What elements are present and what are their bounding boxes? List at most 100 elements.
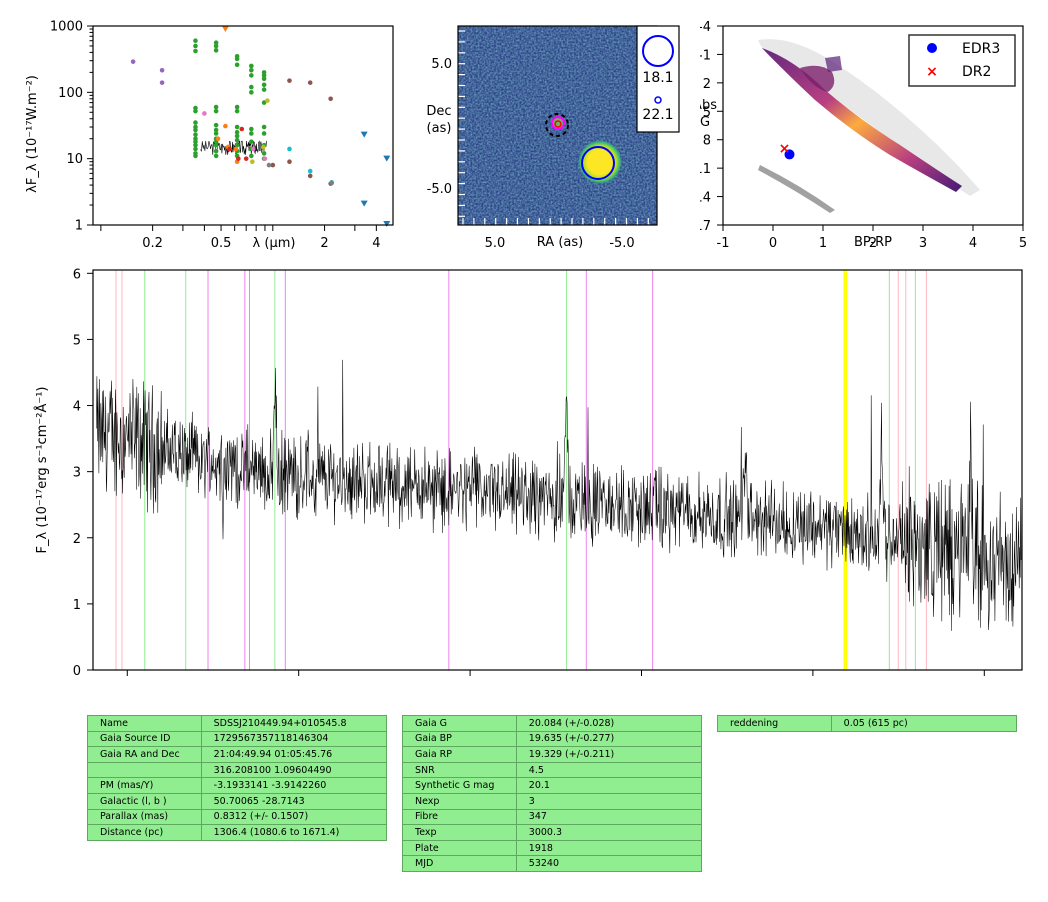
- image-xlabel: RA (as): [537, 235, 583, 250]
- hr-point-dr2: ×: [779, 141, 791, 157]
- target-aperture: [545, 113, 569, 137]
- sed-upper-limit: [360, 131, 368, 138]
- sed-point: [213, 148, 219, 154]
- spectrum-ytick-label: 4: [73, 400, 81, 415]
- image-ylabel-dec: Dec: [426, 104, 451, 119]
- sed-point: [193, 127, 198, 133]
- table-key: SNR: [402, 761, 517, 779]
- sed-point: [193, 146, 198, 152]
- hr-ytick-label: 17: [700, 219, 711, 234]
- sed-point: [234, 108, 240, 114]
- sed-xtick-label: 4: [372, 236, 380, 251]
- table-value: 53240: [515, 855, 703, 872]
- sed-point: [270, 162, 276, 168]
- sed-point: [243, 156, 249, 161]
- table-row: Plate 1918: [402, 839, 703, 857]
- spectrum-ylabel: F_λ (10⁻¹⁷erg s⁻¹cm⁻²Å⁻¹): [34, 387, 50, 554]
- sed-point: [265, 98, 270, 103]
- table-row: 316.208100 1.09604490: [87, 761, 388, 779]
- table-key: MJD: [402, 855, 517, 872]
- sed-point: [260, 144, 266, 150]
- sed-ylabel: λF_λ (10⁻¹⁷W.m⁻²): [25, 75, 40, 193]
- table-row: Parallax (mas) 0.8312 (+/- 0.1507): [87, 808, 388, 826]
- table-key: Gaia BP: [402, 730, 517, 748]
- table-value: 0.8312 (+/- 0.1507): [200, 808, 388, 826]
- hr-ytick-label: 14: [700, 191, 711, 206]
- sed-point: [261, 87, 267, 92]
- table-value: 1306.4 (1080.6 to 1671.4): [200, 824, 388, 841]
- image-ytick-top: 5.0: [431, 57, 452, 72]
- sed-point: [213, 131, 219, 136]
- hr-xtick-label: 3: [919, 236, 927, 251]
- legend-mag-2: 22.1: [642, 107, 673, 123]
- sed-point: [215, 136, 221, 141]
- info-table-3: reddening 0.05 (615 pc): [717, 715, 1018, 732]
- sed-point: [213, 108, 219, 114]
- sed-point: [307, 173, 313, 179]
- sed-point: [262, 156, 268, 161]
- hr-ytick-label: -4: [700, 20, 711, 35]
- hr-point-edr3: [784, 149, 795, 160]
- info-table-2: Gaia G 20.084 (+/-0.028) Gaia BP 19.635 (+/…: [402, 715, 703, 872]
- gaia-circle-bright: [581, 146, 615, 180]
- sed-point: [266, 162, 272, 168]
- sed-point: [261, 124, 267, 130]
- sed-point: [249, 126, 254, 132]
- table-value: 347: [515, 808, 703, 826]
- table-row: Galactic (l, b ) 50.70065 -28.7143: [87, 792, 388, 810]
- table-key: Gaia Source ID: [87, 730, 202, 748]
- table-key: Gaia RP: [402, 746, 517, 763]
- hr-legend: [908, 34, 1016, 87]
- sed-xlabel: λ (µm): [253, 236, 296, 251]
- target-marker-red: [554, 120, 562, 128]
- sed-point: [287, 146, 292, 152]
- sed-point: [213, 40, 219, 46]
- table-value: 50.70065 -28.7143: [200, 792, 388, 810]
- table-value: 0.05 (615 pc): [830, 715, 1018, 732]
- table-value: -3.1933141 -3.9142260: [200, 777, 388, 794]
- image-ytick-bottom: -5.0: [427, 182, 452, 197]
- sed-ytick-label: 1000: [50, 20, 83, 35]
- sed-point: [213, 48, 219, 53]
- sed-upper-limit: [360, 200, 368, 207]
- hr-ylabel-g: G: [700, 115, 710, 130]
- sed-point: [234, 133, 240, 139]
- sed-xtick-label: 0.5: [211, 236, 232, 251]
- sed-point: [227, 146, 232, 152]
- sed-point: [130, 59, 136, 64]
- table-row: PM (mas/Y) -3.1933141 -3.9142260: [87, 777, 388, 794]
- sed-point: [193, 153, 198, 159]
- table-row: Synthetic G mag 20.1: [402, 777, 703, 794]
- table-value: 21:04:49.94 01:05:45.76: [200, 746, 388, 763]
- sed-ytick-label: 100: [58, 86, 83, 101]
- table-row: Gaia BP 19.635 (+/-0.277): [402, 730, 703, 748]
- table-row: Gaia RP 19.329 (+/-0.211): [402, 746, 703, 763]
- sed-point: [287, 78, 292, 83]
- hr-xtick-label: 0: [769, 236, 777, 251]
- hr-ytick-label: 11: [700, 162, 711, 177]
- table-row: Name SDSSJ210449.94+010545.8: [87, 715, 388, 732]
- sed-point: [236, 156, 241, 161]
- sed-panel: 0.2 0.5 2 4 1 10 100 1000 λ (µm) λF_λ (10⁻¹⁷W.…: [25, 20, 394, 251]
- sed-upper-limit: [383, 155, 391, 162]
- sed-point: [249, 63, 254, 69]
- table-row: Gaia Source ID 1729567357118146304: [87, 730, 388, 748]
- hr-xtick-label: -1: [717, 236, 730, 251]
- legend-circle-small: [654, 96, 662, 104]
- sed-point: [213, 153, 219, 159]
- sed-point: [261, 76, 267, 82]
- table-value: 3: [515, 792, 703, 810]
- sed-upper-limit: [221, 26, 229, 33]
- info-table-1: Name SDSSJ210449.94+010545.8 Gaia Source I…: [87, 715, 388, 841]
- sed-ytick-label: 10: [66, 152, 83, 167]
- sed-point: [249, 139, 254, 145]
- sed-point: [213, 142, 219, 148]
- sed-xtick-label: 0.2: [142, 236, 163, 251]
- table-row: Gaia RA and Dec 21:04:49.94 01:05:45.76: [87, 746, 388, 763]
- legend-circle-large: [642, 35, 674, 67]
- spectrum-panel: 4000500060007000800090000123456 F_λ (10⁻…: [34, 267, 1023, 679]
- table-value: SDSSJ210449.94+010545.8: [200, 715, 388, 732]
- table-row: Gaia G 20.084 (+/-0.028): [402, 715, 703, 732]
- sed-ytick-label: 1: [75, 219, 83, 234]
- hr-density: [758, 39, 980, 213]
